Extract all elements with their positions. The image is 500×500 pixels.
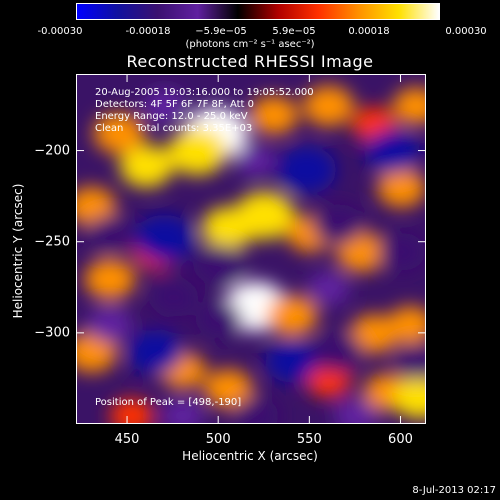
positive-emission-blob — [203, 369, 253, 409]
negative-emission-blob — [161, 399, 204, 423]
chart-title: Reconstructed RHESSI Image — [126, 52, 374, 71]
x-tick-label: 550 — [296, 432, 322, 447]
positive-emission-blob — [119, 144, 173, 188]
negative-emission-blob — [392, 342, 425, 380]
positive-emission-blob — [303, 85, 355, 127]
colorbar-tick-label: 0.00018 — [348, 26, 390, 37]
negative-emission-blob — [312, 331, 364, 373]
positive-emission-blob — [393, 376, 425, 419]
y-axis-label: Heliocentric Y (arcsec) — [11, 183, 25, 319]
positive-emission-blob — [84, 258, 136, 300]
positive-emission-blob — [349, 314, 399, 354]
energy-range-text: Energy Range: 12.0 - 25.0 keV — [95, 111, 248, 122]
positive-emission-blob — [266, 295, 318, 337]
positive-emission-blob — [109, 398, 154, 423]
colorbar-tick-label: -0.00018 — [125, 26, 171, 37]
negative-emission-blob — [232, 397, 279, 423]
negative-emission-blob — [149, 277, 198, 317]
positive-emission-blob — [167, 127, 227, 176]
negative-emission-blob — [193, 244, 245, 285]
negative-emission-blob — [196, 300, 243, 338]
colorbar-tick-label: −5.9e−05 — [195, 26, 247, 37]
plot-area: 20-Aug-2005 19:03:16.000 to 19:05:52.000… — [76, 74, 426, 424]
negative-emission-blob — [87, 306, 133, 343]
positive-emission-blob — [387, 306, 425, 344]
y-tick-label: −200 — [34, 143, 70, 159]
negative-emission-blob — [333, 398, 378, 423]
negative-emission-blob — [312, 204, 364, 245]
negative-emission-blob — [134, 214, 195, 264]
negative-emission-blob — [364, 129, 421, 174]
heatmap-image — [77, 75, 425, 423]
date-stamp: 8-Jul-2013 02:17 — [412, 485, 496, 496]
colorbar-gradient — [77, 4, 439, 19]
negative-emission-blob — [307, 271, 350, 305]
x-axis-label: Heliocentric X (arcsec) — [182, 449, 318, 463]
negative-emission-blob — [235, 144, 276, 177]
colorbar-tick-label: 0.00030 — [445, 26, 487, 37]
negative-emission-blob — [277, 146, 337, 194]
negative-emission-blob — [377, 232, 425, 271]
colorbar — [76, 3, 440, 20]
negative-emission-blob — [265, 339, 319, 383]
colorbar-tick-label: 5.9e−05 — [272, 26, 316, 37]
negative-emission-blob — [127, 329, 184, 375]
x-tick-label: 500 — [205, 432, 231, 447]
colorbar-tick-label: -0.00030 — [37, 26, 83, 37]
colorbar-units: (photons cm⁻² s⁻¹ asec⁻²) — [185, 39, 315, 50]
detectors-text: Detectors: 4F 5F 6F 7F 8F, Att 0 — [95, 99, 255, 110]
positive-emission-blob — [93, 112, 145, 154]
time-range-text: 20-Aug-2005 19:03:16.000 to 19:05:52.000 — [95, 87, 314, 98]
clean-total-counts-text: Clean Total counts: 3.35E+03 — [95, 123, 253, 134]
x-tick-label: 450 — [114, 432, 140, 447]
y-tick-label: −250 — [34, 234, 70, 250]
x-tick-label: 600 — [388, 432, 413, 447]
y-tick-label: −300 — [34, 325, 70, 341]
negative-emission-blob — [143, 89, 186, 123]
peak-position-text: Position of Peak = [498,-190] — [95, 397, 242, 408]
negative-emission-blob — [86, 215, 133, 253]
positive-emission-blob — [392, 87, 425, 125]
positive-emission-blob — [201, 206, 255, 250]
positive-emission-blob — [249, 95, 299, 135]
positive-emission-blob — [377, 168, 425, 208]
